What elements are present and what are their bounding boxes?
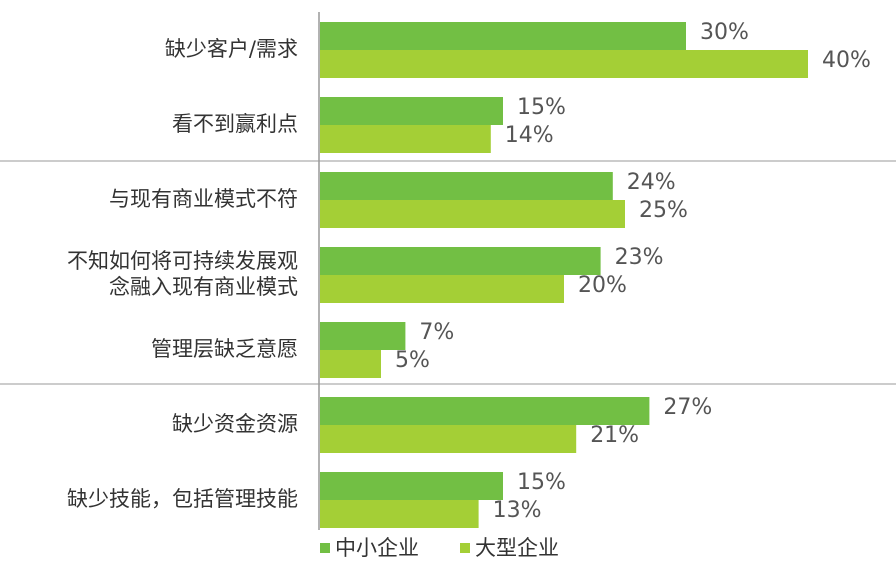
bar bbox=[320, 247, 601, 275]
value-label: 15% bbox=[517, 95, 566, 120]
legend-swatch bbox=[320, 543, 330, 553]
value-label: 25% bbox=[639, 198, 688, 223]
value-label: 14% bbox=[505, 123, 554, 148]
category-label: 不知如何将可持续发展观念融入现有商业模式 bbox=[67, 249, 298, 299]
value-label: 15% bbox=[517, 470, 566, 495]
value-label: 30% bbox=[700, 20, 749, 45]
value-label: 20% bbox=[578, 273, 627, 298]
category-label: 与现有商业模式不符 bbox=[109, 187, 298, 211]
bar bbox=[320, 350, 381, 378]
bar bbox=[320, 125, 491, 153]
value-label: 40% bbox=[822, 48, 871, 73]
bar bbox=[320, 97, 503, 125]
category-label: 缺少资金资源 bbox=[172, 412, 298, 436]
bar bbox=[320, 397, 650, 425]
bar bbox=[320, 425, 577, 453]
bar bbox=[320, 22, 686, 50]
value-label: 21% bbox=[590, 423, 639, 448]
bar bbox=[320, 50, 808, 78]
legend-label: 中小企业 bbox=[335, 536, 419, 560]
bar bbox=[320, 472, 503, 500]
category-label: 管理层缺乏意愿 bbox=[151, 337, 298, 361]
bar bbox=[320, 200, 625, 228]
value-label: 27% bbox=[663, 395, 712, 420]
legend-swatch bbox=[460, 543, 470, 553]
value-label: 5% bbox=[395, 348, 430, 373]
value-label: 13% bbox=[493, 498, 542, 523]
value-label: 24% bbox=[627, 170, 676, 195]
bar bbox=[320, 322, 406, 350]
legend-label: 大型企业 bbox=[475, 536, 559, 560]
category-label: 缺少客户/需求 bbox=[165, 37, 298, 61]
category-label: 看不到赢利点 bbox=[172, 112, 298, 136]
bar bbox=[320, 500, 479, 528]
value-label: 7% bbox=[419, 320, 454, 345]
category-label: 缺少技能，包括管理技能 bbox=[67, 487, 298, 511]
bar bbox=[320, 275, 564, 303]
value-label: 23% bbox=[615, 245, 664, 270]
bar bbox=[320, 172, 613, 200]
